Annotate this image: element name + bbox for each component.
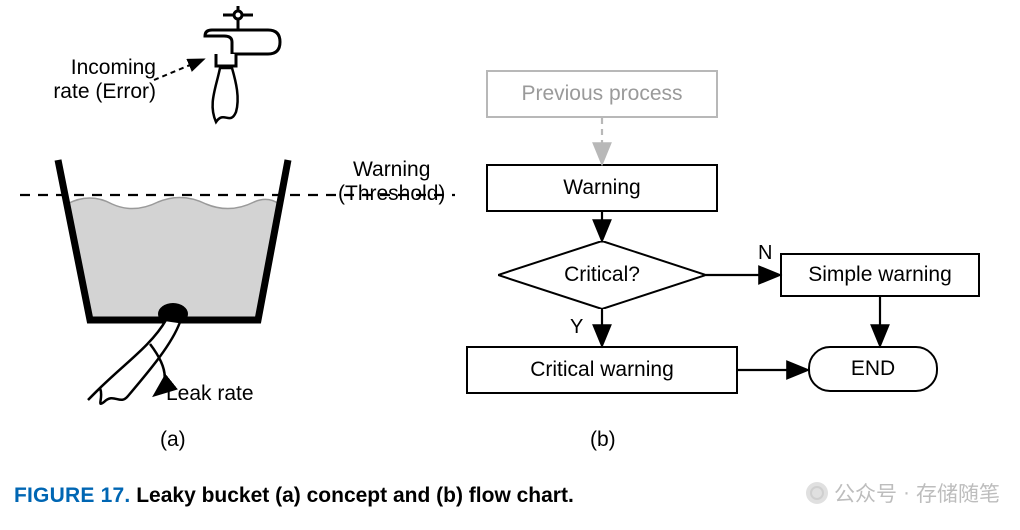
panel-b-sublabel: (b) (590, 428, 616, 452)
fc-warning: Warning (486, 164, 718, 212)
caption-text: Leaky bucket (a) concept and (b) flow ch… (136, 484, 574, 507)
panel-a-sublabel: (a) (160, 428, 186, 452)
fc-simple-warning: Simple warning (780, 253, 980, 297)
watermark-source: 公众号 (834, 478, 897, 508)
incoming-label: Incoming rate (Error) (46, 56, 156, 104)
threshold-label: Warning (Threshold) (338, 158, 445, 206)
fc-critical-decision: Critical? (498, 241, 706, 309)
edge-label-y: Y (570, 316, 583, 339)
incoming-label-line2: rate (Error) (53, 80, 156, 103)
fc-end: END (808, 346, 938, 392)
figure-caption: FIGURE 17. Leaky bucket (a) concept and … (14, 484, 574, 508)
edge-label-n: N (758, 242, 772, 265)
caption-figure-label: FIGURE 17. (14, 484, 130, 507)
tap-water (213, 68, 238, 122)
watermark-name: 存储随笔 (916, 478, 1000, 508)
incoming-label-line1: Incoming (71, 56, 156, 79)
threshold-label-line1: Warning (353, 158, 430, 181)
watermark: 公众号 · 存储随笔 (806, 478, 1000, 508)
watermark-sep: · (903, 481, 910, 505)
leak-label: Leak rate (166, 382, 254, 406)
fc-critical-warning: Critical warning (466, 346, 738, 394)
fc-prev-process: Previous process (486, 70, 718, 118)
incoming-arrow (154, 60, 202, 80)
wechat-icon (806, 482, 828, 504)
threshold-label-line2: (Threshold) (338, 182, 445, 205)
faucet-icon (205, 6, 280, 66)
figure-container: { "caption": { "figure_label": "FIGURE 1… (0, 0, 1020, 530)
bucket-water (67, 197, 279, 318)
